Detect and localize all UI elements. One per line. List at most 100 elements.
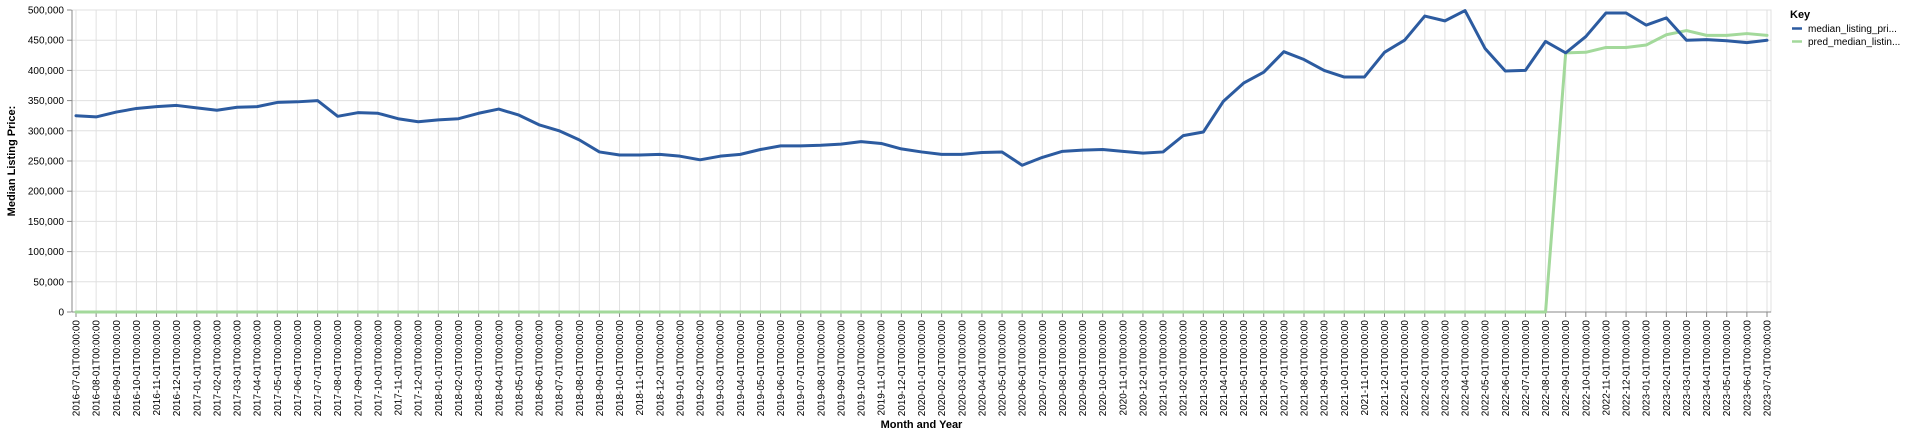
y-tick-label: 250,000 — [28, 157, 65, 168]
x-tick-label: 2019-01-01T00:00:00 — [675, 320, 686, 417]
x-tick-label: 2017-04-01T00:00:00 — [253, 320, 264, 417]
legend-label: pred_median_listin... — [1808, 37, 1900, 48]
x-tick-label: 2019-09-01T00:00:00 — [836, 320, 847, 417]
x-tick-label: 2018-03-01T00:00:00 — [474, 320, 485, 417]
x-tick-label: 2019-02-01T00:00:00 — [696, 320, 707, 417]
x-tick-label: 2023-03-01T00:00:00 — [1682, 320, 1693, 417]
x-tick-label: 2022-10-01T00:00:00 — [1581, 320, 1592, 417]
x-tick-label: 2018-06-01T00:00:00 — [535, 320, 546, 417]
legend-title: Key — [1790, 9, 1811, 21]
series-lines — [74, 9, 1769, 314]
y-tick-label: 500,000 — [28, 6, 65, 17]
x-tick-label: 2019-10-01T00:00:00 — [857, 320, 868, 417]
x-tick-label: 2022-03-01T00:00:00 — [1440, 320, 1451, 417]
x-tick-label: 2020-03-01T00:00:00 — [957, 320, 968, 417]
x-tick-label: 2022-09-01T00:00:00 — [1561, 320, 1572, 417]
y-tick-label: 400,000 — [28, 66, 65, 77]
x-tick-label: 2016-08-01T00:00:00 — [92, 320, 103, 417]
x-tick-label: 2016-10-01T00:00:00 — [132, 320, 143, 417]
y-tick-label: 0 — [58, 308, 64, 319]
y-tick-label: 150,000 — [28, 217, 65, 228]
legend: Key median_listing_pri... pred_median_lis… — [1790, 9, 1900, 48]
x-tick-label: 2021-02-01T00:00:00 — [1179, 320, 1190, 417]
y-tick-label: 350,000 — [28, 96, 65, 107]
x-tick-label: 2023-07-01T00:00:00 — [1763, 320, 1774, 417]
x-tick-label: 2021-08-01T00:00:00 — [1299, 320, 1310, 417]
y-tick-label: 300,000 — [28, 126, 65, 137]
x-tick-label: 2022-11-01T00:00:00 — [1601, 320, 1612, 416]
x-tick-label: 2017-12-01T00:00:00 — [414, 320, 425, 417]
x-tick-label: 2022-04-01T00:00:00 — [1461, 320, 1472, 417]
x-tick-label: 2018-04-01T00:00:00 — [494, 320, 505, 417]
x-tick-label: 2020-11-01T00:00:00 — [1118, 320, 1129, 416]
x-tick-label: 2018-07-01T00:00:00 — [555, 320, 566, 417]
x-tick-label: 2020-08-01T00:00:00 — [1058, 320, 1069, 417]
y-tick-label: 200,000 — [28, 187, 65, 198]
x-tick-label: 2019-05-01T00:00:00 — [756, 320, 767, 417]
x-tick-label: 2021-05-01T00:00:00 — [1239, 320, 1250, 417]
y-tick-label: 50,000 — [33, 277, 64, 288]
x-tick-label: 2020-10-01T00:00:00 — [1098, 320, 1109, 417]
x-tick-label: 2021-12-01T00:00:00 — [1380, 320, 1391, 417]
x-tick-label: 2018-02-01T00:00:00 — [454, 320, 465, 417]
x-tick-label: 2021-11-01T00:00:00 — [1360, 320, 1371, 416]
x-tick-label: 2017-09-01T00:00:00 — [353, 320, 364, 417]
x-tick-label: 2022-12-01T00:00:00 — [1622, 320, 1633, 417]
legend-label: median_listing_pri... — [1808, 24, 1897, 35]
x-tick-label: 2016-07-01T00:00:00 — [72, 320, 83, 417]
x-tick-label: 2018-09-01T00:00:00 — [595, 320, 606, 417]
x-tick-label: 2016-11-01T00:00:00 — [152, 320, 163, 416]
x-tick-label: 2022-06-01T00:00:00 — [1501, 320, 1512, 417]
x-tick-label: 2021-06-01T00:00:00 — [1259, 320, 1270, 417]
x-tick-label: 2017-02-01T00:00:00 — [212, 320, 223, 417]
x-axis-title: Month and Year — [881, 419, 963, 431]
x-tick-label: 2022-08-01T00:00:00 — [1541, 320, 1552, 417]
x-tick-label: 2017-07-01T00:00:00 — [313, 320, 324, 417]
x-tick-label: 2021-10-01T00:00:00 — [1340, 320, 1351, 417]
x-tick-label: 2020-04-01T00:00:00 — [977, 320, 988, 417]
x-tick-label: 2020-02-01T00:00:00 — [937, 320, 948, 417]
x-tick-label: 2018-01-01T00:00:00 — [434, 320, 445, 417]
x-tick-label: 2023-02-01T00:00:00 — [1662, 320, 1673, 417]
x-tick-label: 2017-05-01T00:00:00 — [273, 320, 284, 417]
x-tick-label: 2020-09-01T00:00:00 — [1078, 320, 1089, 417]
x-tick-label: 2021-03-01T00:00:00 — [1199, 320, 1210, 417]
x-tick-label: 2021-09-01T00:00:00 — [1320, 320, 1331, 417]
x-tick-label: 2019-08-01T00:00:00 — [816, 320, 827, 417]
tick-labels: 0 50,000 100,000 150,000 200,000 250,000 300,0… — [28, 6, 1774, 417]
x-tick-label: 2022-05-01T00:00:00 — [1481, 320, 1492, 417]
series-line-pred-median-listing-price — [74, 29, 1769, 314]
x-tick-label: 2016-09-01T00:00:00 — [112, 320, 123, 417]
x-tick-label: 2021-07-01T00:00:00 — [1279, 320, 1290, 417]
x-tick-label: 2023-06-01T00:00:00 — [1742, 320, 1753, 417]
x-tick-label: 2022-01-01T00:00:00 — [1400, 320, 1411, 417]
y-axis-title: Median Listing Price: — [6, 106, 18, 217]
x-tick-label: 2019-07-01T00:00:00 — [796, 320, 807, 417]
x-tick-label: 2020-12-01T00:00:00 — [1138, 320, 1149, 417]
x-tick-label: 2016-12-01T00:00:00 — [172, 320, 183, 417]
y-tick-label: 450,000 — [28, 36, 65, 47]
axes — [67, 9, 1772, 317]
x-tick-label: 2017-10-01T00:00:00 — [373, 320, 384, 417]
x-tick-label: 2021-01-01T00:00:00 — [1159, 320, 1170, 417]
x-tick-label: 2020-01-01T00:00:00 — [917, 320, 928, 417]
x-tick-label: 2018-08-01T00:00:00 — [575, 320, 586, 417]
x-tick-label: 2017-03-01T00:00:00 — [233, 320, 244, 417]
x-tick-label: 2020-05-01T00:00:00 — [998, 320, 1009, 417]
x-tick-label: 2018-11-01T00:00:00 — [635, 320, 646, 416]
x-tick-label: 2019-06-01T00:00:00 — [776, 320, 787, 417]
x-tick-label: 2023-04-01T00:00:00 — [1702, 320, 1713, 417]
x-tick-label: 2023-01-01T00:00:00 — [1642, 320, 1653, 417]
x-tick-label: 2019-04-01T00:00:00 — [736, 320, 747, 417]
x-tick-label: 2020-06-01T00:00:00 — [1018, 320, 1029, 417]
x-tick-label: 2023-05-01T00:00:00 — [1722, 320, 1733, 417]
x-tick-label: 2018-12-01T00:00:00 — [655, 320, 666, 417]
x-tick-label: 2018-10-01T00:00:00 — [615, 320, 626, 417]
x-tick-label: 2017-06-01T00:00:00 — [293, 320, 304, 417]
x-tick-label: 2019-03-01T00:00:00 — [716, 320, 727, 417]
x-tick-label: 2017-08-01T00:00:00 — [333, 320, 344, 417]
y-tick-label: 100,000 — [28, 247, 65, 258]
x-tick-label: 2018-05-01T00:00:00 — [514, 320, 525, 417]
